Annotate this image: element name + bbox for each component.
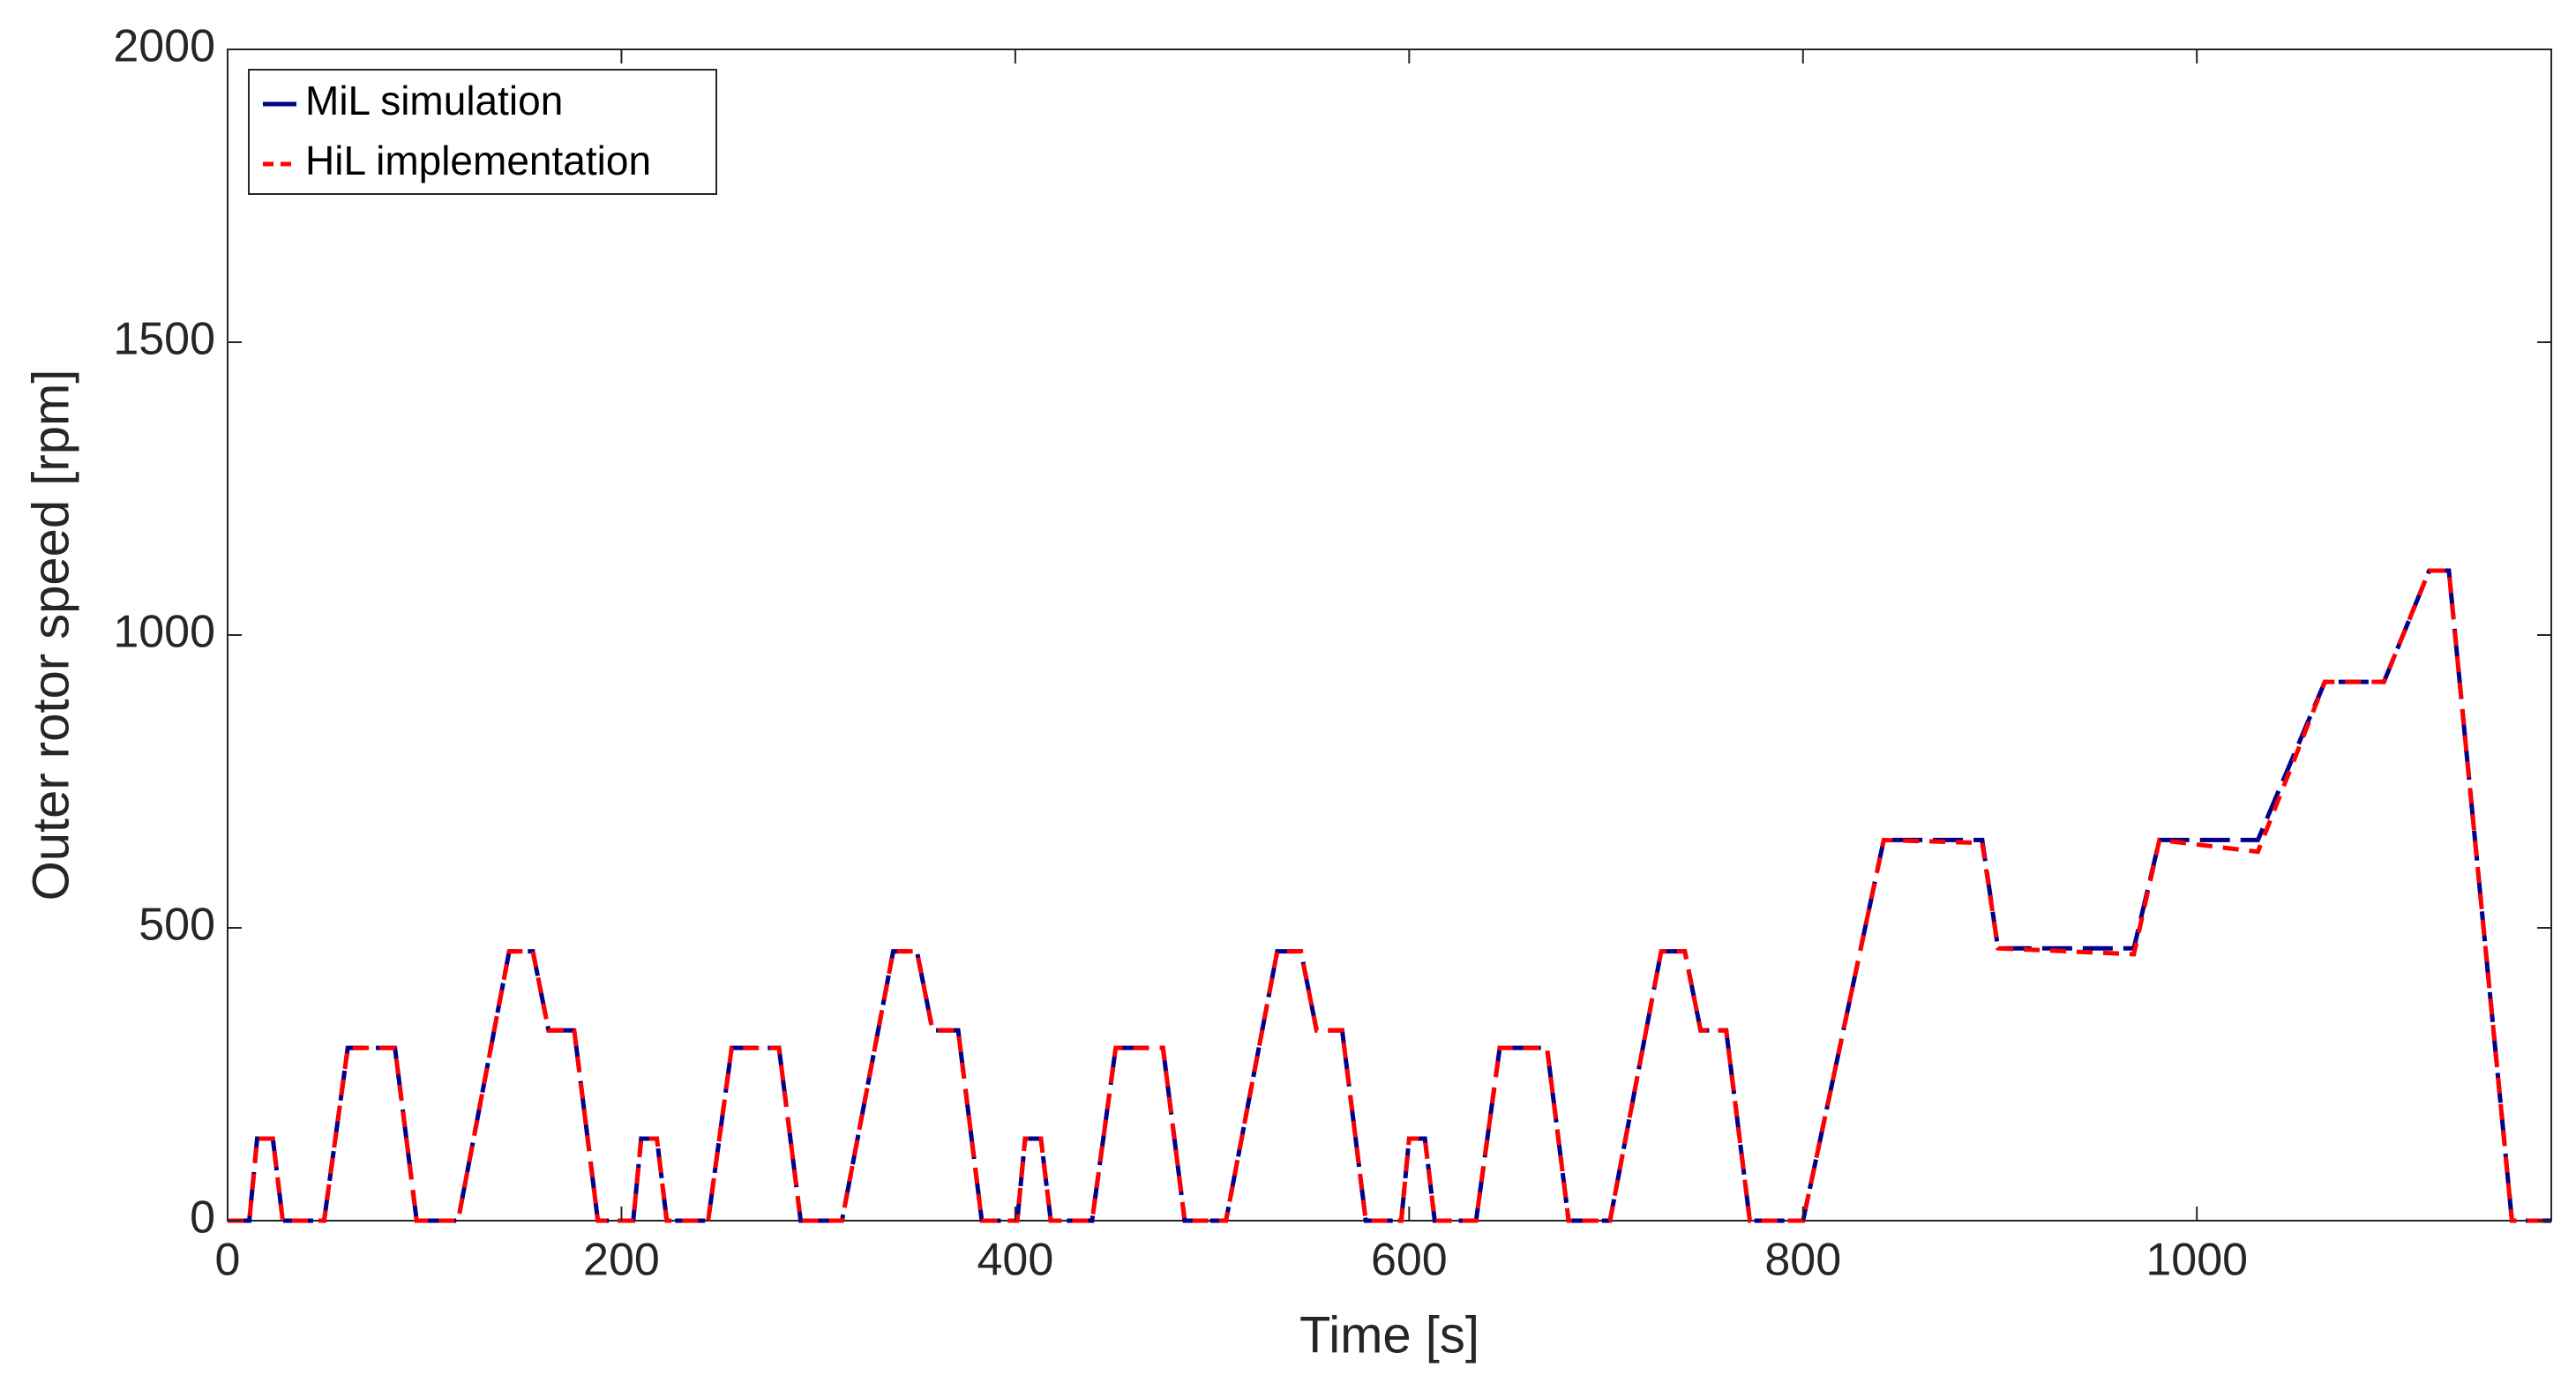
x-tick-label: 200 (583, 1235, 660, 1286)
y-tick-label: 0 (190, 1192, 215, 1244)
legend (248, 69, 717, 195)
series-line (228, 568, 2551, 1223)
y-tick-label: 2000 (113, 21, 215, 72)
x-tick-label: 400 (977, 1235, 1053, 1286)
legend-label: MiL simulation (305, 78, 563, 123)
y-tick-label: 500 (139, 900, 215, 951)
x-tick-label: 800 (1764, 1235, 1841, 1286)
x-tick-label: 0 (215, 1235, 241, 1286)
y-axis-label: Outer rotor speed [rpm] (22, 370, 79, 901)
x-axis-label: Time [s] (1299, 1306, 1479, 1364)
plot-marks (228, 568, 2551, 1223)
x-tick-label: 600 (1371, 1235, 1448, 1286)
y-tick-label: 1000 (113, 607, 215, 658)
legend-label: HiL implementation (305, 138, 651, 183)
plot-frame (227, 49, 2552, 1222)
y-tick-label: 1500 (113, 314, 215, 365)
x-tick-label: 1000 (2145, 1235, 2248, 1286)
